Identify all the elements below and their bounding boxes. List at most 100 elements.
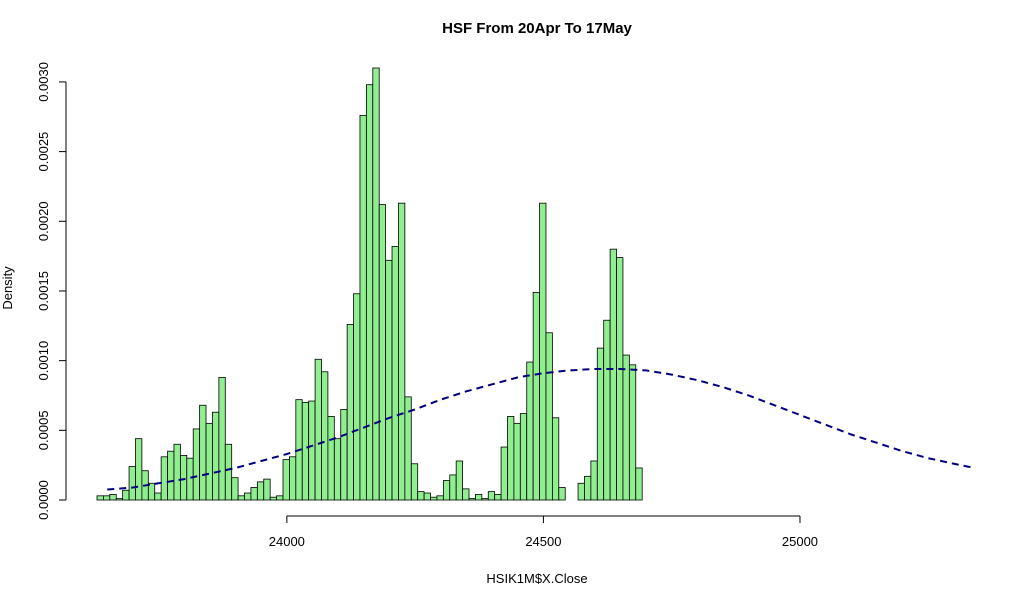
y-tick-label: 0.0025 <box>36 132 51 172</box>
y-tick-label: 0.0000 <box>36 480 51 520</box>
histogram-bar <box>616 257 624 501</box>
histogram-bar <box>449 474 457 501</box>
histogram-bar <box>365 84 374 501</box>
histogram-bar <box>455 460 463 501</box>
histogram-bar <box>301 402 310 501</box>
histogram-bar <box>628 364 637 501</box>
density-curve-line <box>107 368 975 491</box>
histogram-bar <box>481 498 489 501</box>
histogram-bar <box>372 67 380 501</box>
histogram-bar <box>410 463 419 501</box>
histogram-bar <box>109 494 117 501</box>
histogram-bar <box>513 422 521 501</box>
histogram-bar <box>340 409 348 501</box>
y-axis-label: Density <box>0 266 15 310</box>
histogram-bar <box>385 259 393 501</box>
x-tick-label: 24500 <box>525 534 561 549</box>
histogram-bar <box>526 361 534 501</box>
histogram-bar <box>436 495 444 501</box>
y-axis: 0.0000 0.0005 0.0010 0.0015 0.0020 0.0025 0.00… <box>36 62 67 520</box>
y-tick-label: 0.0030 <box>36 62 51 102</box>
histogram-bar <box>532 291 540 501</box>
histogram-bar <box>289 456 297 501</box>
histogram-bar <box>147 482 156 501</box>
histogram-bar <box>462 488 470 501</box>
histogram-bar <box>468 498 476 501</box>
histogram-bar <box>584 475 592 501</box>
histogram-bar <box>596 347 605 501</box>
histogram-bar <box>494 494 502 501</box>
histogram-bar <box>430 496 438 501</box>
histogram-bar <box>423 492 431 501</box>
histogram-bar <box>308 400 316 501</box>
histogram-bar <box>314 358 322 501</box>
histogram-bar <box>237 495 245 501</box>
histogram-bar <box>475 494 483 501</box>
histogram-bar <box>500 446 508 501</box>
histogram-bar <box>173 443 181 501</box>
histogram-bar <box>276 495 284 501</box>
histogram-bar <box>167 450 175 501</box>
density-curve-group <box>107 368 975 491</box>
histogram-bar <box>282 459 290 501</box>
histogram-bar <box>135 438 143 501</box>
histogram-bar <box>558 487 566 501</box>
histogram-bar <box>551 417 560 501</box>
y-tick-label: 0.0020 <box>36 201 51 241</box>
histogram-bar <box>256 481 265 501</box>
histogram-bar <box>545 332 553 501</box>
x-tick-label: 25000 <box>782 534 818 549</box>
histogram-bar <box>205 422 213 501</box>
histogram-bar <box>269 496 277 501</box>
histogram-bar <box>160 456 168 501</box>
histogram-bar <box>603 319 611 501</box>
histogram-bar <box>244 492 252 501</box>
histogram-bar <box>231 477 239 501</box>
histogram-bar <box>103 495 111 501</box>
histogram-bar <box>199 404 207 501</box>
y-tick-label: 0.0005 <box>36 410 51 450</box>
histogram-bar <box>212 411 220 501</box>
histogram-bar <box>224 443 233 501</box>
bars-group <box>96 67 643 501</box>
histogram-bar <box>115 498 124 501</box>
histogram-bar <box>353 293 361 501</box>
histogram-bar <box>327 415 335 501</box>
histogram-bar <box>487 491 496 501</box>
histogram-bar <box>519 413 528 501</box>
histogram-bar <box>404 396 412 501</box>
histogram-bar <box>154 492 162 501</box>
histogram-bar <box>218 376 226 501</box>
histogram-bar <box>417 491 425 501</box>
x-axis: 24000 24500 25000 <box>269 515 818 549</box>
histogram-bar <box>635 467 643 501</box>
x-tick-label: 24000 <box>269 534 305 549</box>
histogram-bar <box>359 114 367 501</box>
histogram-bar <box>539 202 547 501</box>
histogram-bar <box>442 480 451 501</box>
histogram-bar <box>263 478 271 501</box>
histogram-bar <box>192 428 201 501</box>
x-axis-label: HSIK1M$X.Close <box>486 571 587 586</box>
histogram-bar <box>321 371 329 501</box>
histogram-bar <box>250 487 258 501</box>
histogram-bar <box>96 495 104 501</box>
y-tick-label: 0.0010 <box>36 341 51 381</box>
histogram-bar <box>186 457 194 501</box>
y-tick-label: 0.0015 <box>36 271 51 311</box>
histogram-bar <box>622 354 630 501</box>
histogram-bar <box>128 466 136 501</box>
histogram-bar <box>122 489 130 501</box>
histogram-bar <box>346 324 354 501</box>
histogram-bar <box>590 460 598 501</box>
chart-title: HSF From 20Apr To 17May <box>442 20 632 37</box>
histogram-bar <box>391 245 399 501</box>
histogram-bar <box>398 202 406 501</box>
histogram-bar <box>378 204 387 501</box>
histogram-bar <box>333 438 342 501</box>
histogram-bar <box>609 248 617 501</box>
histogram-bar <box>179 455 188 501</box>
histogram-bar <box>507 415 515 501</box>
histogram-bar <box>577 482 585 501</box>
